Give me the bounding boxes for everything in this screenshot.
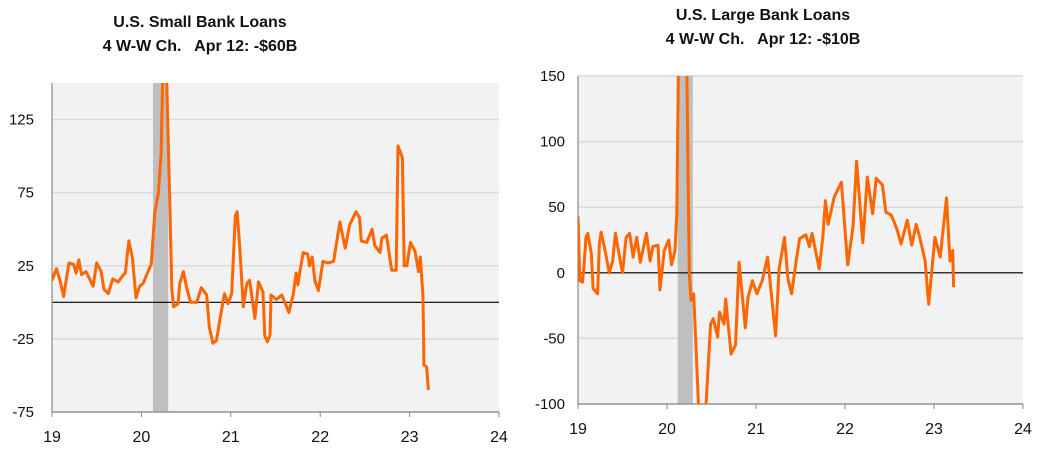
x-tick-label: 23 (401, 429, 419, 446)
y-tick-label: -75 (12, 404, 34, 421)
y-tick-label: 50 (548, 199, 565, 216)
y-tick-label: 75 (17, 185, 34, 202)
chart-subtitle: 4 W-W Ch. Apr 12: -$60B (103, 38, 298, 55)
y-tick-label: 100 (540, 134, 565, 151)
y-tick-label: -50 (543, 330, 565, 347)
x-tick-label: 22 (311, 429, 329, 446)
y-tick-label: 25 (17, 258, 34, 275)
y-tick-label: 0 (557, 265, 565, 282)
y-tick-label: -25 (12, 331, 34, 348)
x-tick-label: 22 (836, 421, 854, 438)
y-tick-label: 150 (540, 68, 565, 85)
chart-title: U.S. Large Bank Loans (676, 7, 850, 24)
x-tick-label: 19 (569, 421, 587, 438)
recession-shading (153, 83, 169, 412)
chart-title: U.S. Small Bank Loans (113, 14, 286, 31)
chart-2: U.S. Large Bank Loans 4 W-W Ch. Apr 12: -… (535, 7, 1032, 438)
x-tick-label: 24 (1014, 421, 1032, 438)
chart-subtitle: 4 W-W Ch. Apr 12: -$10B (666, 31, 861, 48)
series-line (578, 76, 956, 404)
x-tick-label: 21 (222, 429, 240, 446)
plot-area (52, 83, 499, 412)
x-tick-label: 20 (133, 429, 151, 446)
x-tick-label: 24 (490, 429, 508, 446)
y-tick-label: 125 (9, 112, 34, 129)
chart-1: U.S. Small Bank Loans 4 W-W Ch. Apr 12: -… (9, 14, 508, 446)
series-line (52, 83, 430, 391)
x-tick-label: 21 (747, 421, 765, 438)
y-tick-label: -100 (535, 396, 565, 413)
x-tick-label: 19 (43, 429, 61, 446)
recession-shading (677, 76, 693, 404)
x-tick-label: 23 (925, 421, 943, 438)
x-tick-label: 20 (658, 421, 676, 438)
